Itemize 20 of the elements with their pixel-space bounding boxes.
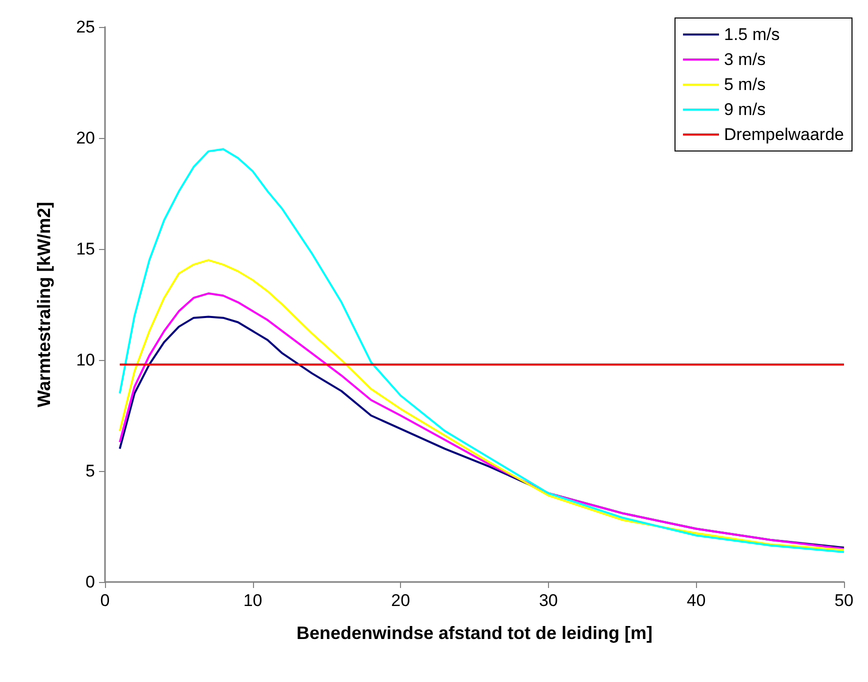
x-tick-label: 30 <box>538 591 558 610</box>
y-tick-label: 25 <box>76 18 95 36</box>
legend-label: 9 m/s <box>724 100 766 119</box>
y-axis-title: Warmtestraling [kW/m2] <box>34 202 54 408</box>
x-tick-label: 20 <box>391 591 410 610</box>
x-axis-title: Benedenwindse afstand tot de leiding [m] <box>296 623 653 643</box>
y-tick-label: 0 <box>86 572 95 592</box>
y-tick-label: 20 <box>76 128 95 148</box>
x-tick-label: 0 <box>100 591 110 610</box>
y-tick-label: 5 <box>86 462 95 480</box>
y-tick-label: 10 <box>76 350 95 370</box>
legend-label: Drempelwaarde <box>724 125 844 144</box>
line-series <box>118 148 845 554</box>
x-tick-label: 10 <box>243 591 262 610</box>
legend-label: 5 m/s <box>724 75 766 94</box>
x-tick-label: 40 <box>686 591 706 610</box>
y-tick-label: 15 <box>76 240 95 258</box>
legend-label: 3 m/s <box>724 50 766 69</box>
legend-label: 1.5 m/s <box>724 25 780 44</box>
x-tick-label: 50 <box>834 591 854 610</box>
